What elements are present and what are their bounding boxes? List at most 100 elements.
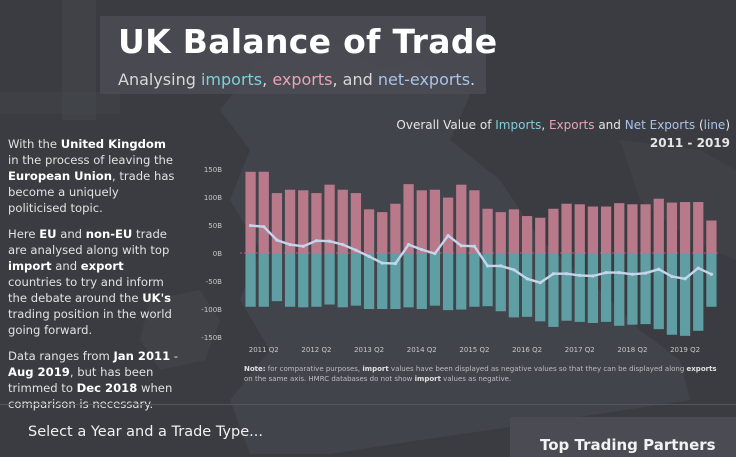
decorative-bar [62, 0, 96, 120]
export-bar [350, 193, 362, 253]
export-bar [561, 203, 572, 253]
net-exports-point [275, 238, 279, 242]
import-bar [495, 253, 506, 312]
export-bar [429, 189, 441, 253]
subtitle-imports: imports [200, 70, 263, 89]
import-bar [561, 253, 572, 321]
import-bar [403, 253, 414, 308]
net-exports-point [288, 243, 292, 247]
net-exports-point [354, 248, 358, 252]
x-tick-label: 2017 Q2 [565, 346, 595, 354]
y-tick-label: -50B [206, 278, 222, 286]
export-bar [482, 208, 493, 253]
net-exports-point [485, 264, 490, 268]
y-tick-label: 150B [204, 166, 222, 174]
export-bar [403, 184, 414, 253]
export-bar [508, 209, 520, 253]
export-bar [416, 190, 427, 253]
export-bar [614, 203, 625, 253]
net-exports-point [551, 272, 556, 276]
net-exports-point [643, 271, 648, 275]
net-exports-point [670, 274, 674, 279]
import-bar [653, 253, 664, 330]
y-tick-label: -150B [201, 334, 222, 342]
import-bar [482, 253, 493, 307]
page-title: UK Balance of Trade [118, 22, 498, 61]
export-bar [495, 212, 506, 253]
net-exports-point [696, 266, 700, 270]
export-bar [390, 203, 401, 253]
net-exports-point [341, 243, 345, 247]
export-bar [377, 212, 388, 253]
net-exports-point [367, 254, 371, 258]
net-exports-point [512, 268, 516, 272]
export-bar [245, 171, 256, 253]
net-exports-point [459, 244, 463, 248]
chart-note: Note: for comparative purposes, import v… [244, 365, 717, 383]
import-bar [245, 253, 256, 307]
export-bar [666, 202, 678, 253]
subtitle-text: Analysing [118, 70, 201, 89]
export-bar [271, 193, 283, 253]
import-bar [693, 253, 704, 331]
section-divider [0, 404, 736, 405]
partners-panel [510, 417, 736, 457]
export-bar [258, 171, 269, 253]
net-exports-point [578, 273, 582, 277]
net-exports-point [301, 244, 305, 248]
trade-balance-chart: 150B 100B 50B 0B -50B -100B -150B 2011 Q2 2012 Q… [201, 166, 718, 354]
x-tick-label: 2014 Q2 [407, 346, 437, 354]
import-bar [627, 253, 638, 325]
net-exports-point [472, 244, 477, 248]
net-exports-point [393, 262, 398, 266]
export-bar [587, 206, 599, 253]
import-bar [640, 253, 651, 325]
export-bar [324, 184, 335, 253]
intro-paragraph-1: With the United Kingdom in the process o… [8, 137, 175, 215]
export-bar [469, 190, 480, 253]
import-bar [324, 253, 335, 305]
export-bar [521, 216, 533, 253]
export-bar [574, 204, 585, 253]
x-tick-label: 2015 Q2 [459, 346, 489, 354]
import-bar [600, 253, 612, 322]
y-tick-label: -100B [201, 306, 222, 314]
intro-paragraph-2: Here EU and non-EU trade are analysed al… [8, 227, 172, 337]
x-tick-label: 2016 Q2 [512, 346, 542, 354]
subtitle-text: , and [332, 70, 378, 89]
export-bar [679, 202, 691, 253]
import-bar [390, 253, 401, 309]
intro-paragraph-3: Data ranges from Jan 2011 - Aug 2019, bu… [8, 349, 179, 411]
page-subtitle: Analysing imports, exports, and net-expo… [118, 70, 475, 89]
net-exports-point [499, 264, 503, 268]
import-bar [377, 253, 388, 309]
export-bar [311, 193, 322, 253]
intro-text: With the United Kingdom in the process o… [8, 136, 180, 422]
header-panel [100, 16, 486, 94]
import-bar [614, 253, 625, 326]
export-bar [442, 197, 454, 253]
import-bar [311, 253, 322, 307]
net-exports-point [630, 272, 635, 276]
import-bar [442, 253, 454, 311]
export-bar [706, 220, 717, 253]
import-bar [548, 253, 559, 327]
import-bar [508, 253, 520, 318]
chart-title: Overall Value of Imports, Exports and Ne… [396, 118, 730, 150]
net-exports-point [262, 225, 266, 229]
import-bar [706, 253, 717, 307]
export-bar [337, 189, 348, 253]
import-bar [271, 253, 283, 302]
subtitle-net-exports: net-exports [377, 70, 471, 89]
net-exports-point [617, 271, 621, 275]
select-prompt: Select a Year and a Trade Type... [28, 424, 263, 440]
import-bar [469, 253, 480, 307]
net-exports-point [709, 272, 714, 276]
import-bar [679, 253, 691, 336]
export-bar [284, 189, 296, 253]
net-exports-point [525, 277, 529, 281]
net-exports-point [446, 234, 450, 238]
net-exports-point [657, 267, 661, 271]
export-bar [298, 190, 309, 253]
net-exports-point [327, 239, 332, 243]
